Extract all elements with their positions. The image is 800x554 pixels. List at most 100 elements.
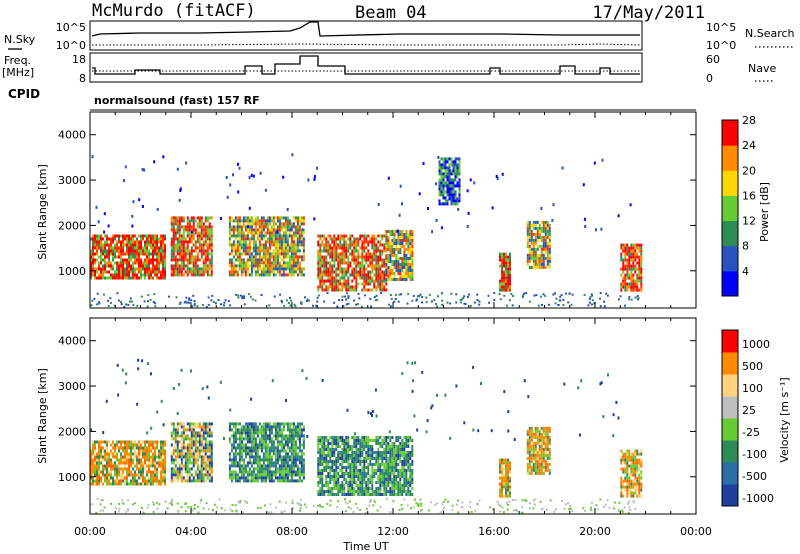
echo-cell [190, 230, 193, 234]
data-cell [266, 255, 269, 259]
data-cell [389, 233, 392, 236]
data-cell [146, 479, 148, 483]
data-cell [154, 237, 156, 241]
noise-cell [436, 305, 439, 308]
data-cell [363, 472, 366, 475]
data-cell [106, 252, 108, 256]
data-cell [260, 428, 263, 432]
data-cell [236, 231, 239, 235]
data-cell [383, 246, 386, 250]
data-cell [208, 261, 211, 265]
data-cell [172, 240, 175, 244]
data-cell [118, 464, 120, 468]
data-cell [349, 472, 352, 475]
data-cell [379, 249, 382, 253]
data-cell [369, 237, 372, 241]
data-cell [409, 236, 412, 239]
echo-cell [282, 175, 285, 179]
data-cell [94, 267, 96, 271]
data-cell [280, 264, 283, 268]
data-cell [397, 278, 400, 281]
data-cell [440, 163, 443, 167]
data-cell [630, 243, 633, 247]
data-cell [118, 467, 120, 471]
data-cell [100, 246, 102, 250]
data-cell [98, 267, 100, 271]
data-cell [150, 446, 152, 450]
data-cell [343, 445, 346, 448]
data-cell [270, 461, 273, 465]
echo-cell [496, 177, 499, 180]
data-cell [196, 458, 199, 462]
data-cell [244, 273, 247, 277]
data-cell [104, 473, 106, 477]
data-cell [446, 193, 449, 197]
data-cell [162, 440, 164, 444]
data-cell [343, 490, 346, 493]
data-cell [148, 449, 150, 453]
data-cell [118, 261, 120, 265]
data-cell [381, 288, 384, 292]
data-cell [458, 157, 461, 161]
noise-cell [628, 296, 631, 299]
data-cell [290, 455, 293, 459]
data-cell [180, 246, 183, 250]
data-cell [411, 260, 414, 263]
data-cell [276, 225, 279, 229]
data-cell [503, 255, 505, 259]
data-cell [349, 454, 352, 457]
data-cell [258, 255, 261, 259]
data-cell [296, 228, 299, 232]
data-cell [250, 434, 253, 438]
noise-cell [459, 299, 462, 301]
data-cell [373, 249, 376, 253]
data-cell [170, 240, 173, 244]
data-cell [389, 260, 392, 263]
data-cell [317, 490, 320, 493]
data-cell [248, 273, 251, 277]
noise-cell [237, 296, 240, 299]
data-cell [327, 252, 330, 256]
data-cell [278, 234, 281, 238]
data-cell [300, 479, 303, 483]
data-cell [192, 270, 195, 274]
data-cell [528, 253, 531, 257]
data-cell [375, 243, 378, 247]
data-cell [446, 160, 449, 164]
data-cell [290, 440, 293, 444]
data-cell [106, 470, 108, 474]
data-cell [238, 243, 241, 247]
data-cell [440, 175, 443, 179]
data-cell [264, 437, 267, 441]
data-cell [272, 255, 275, 259]
data-cell [341, 484, 344, 487]
data-cell [136, 276, 138, 280]
data-cell [444, 169, 447, 173]
data-cell [124, 449, 126, 453]
data-cell [240, 231, 243, 235]
data-cell [532, 247, 535, 251]
data-cell [274, 216, 277, 220]
data-cell [630, 252, 633, 256]
data-cell [540, 247, 543, 251]
data-cell [92, 467, 94, 471]
data-cell [377, 267, 380, 271]
data-cell [282, 216, 285, 220]
data-cell [134, 440, 136, 444]
data-cell [120, 243, 122, 247]
data-cell [327, 442, 330, 445]
data-cell [399, 239, 402, 242]
data-cell [98, 443, 100, 447]
data-cell [102, 243, 104, 247]
data-cell [343, 442, 346, 445]
data-cell [284, 434, 287, 438]
data-cell [349, 237, 352, 241]
data-cell [343, 460, 346, 463]
data-cell [319, 282, 322, 286]
data-cell [230, 219, 233, 223]
data-cell [278, 458, 281, 462]
data-cell [248, 228, 251, 232]
data-cell [296, 246, 299, 250]
data-cell [329, 478, 332, 481]
data-cell [92, 446, 94, 450]
